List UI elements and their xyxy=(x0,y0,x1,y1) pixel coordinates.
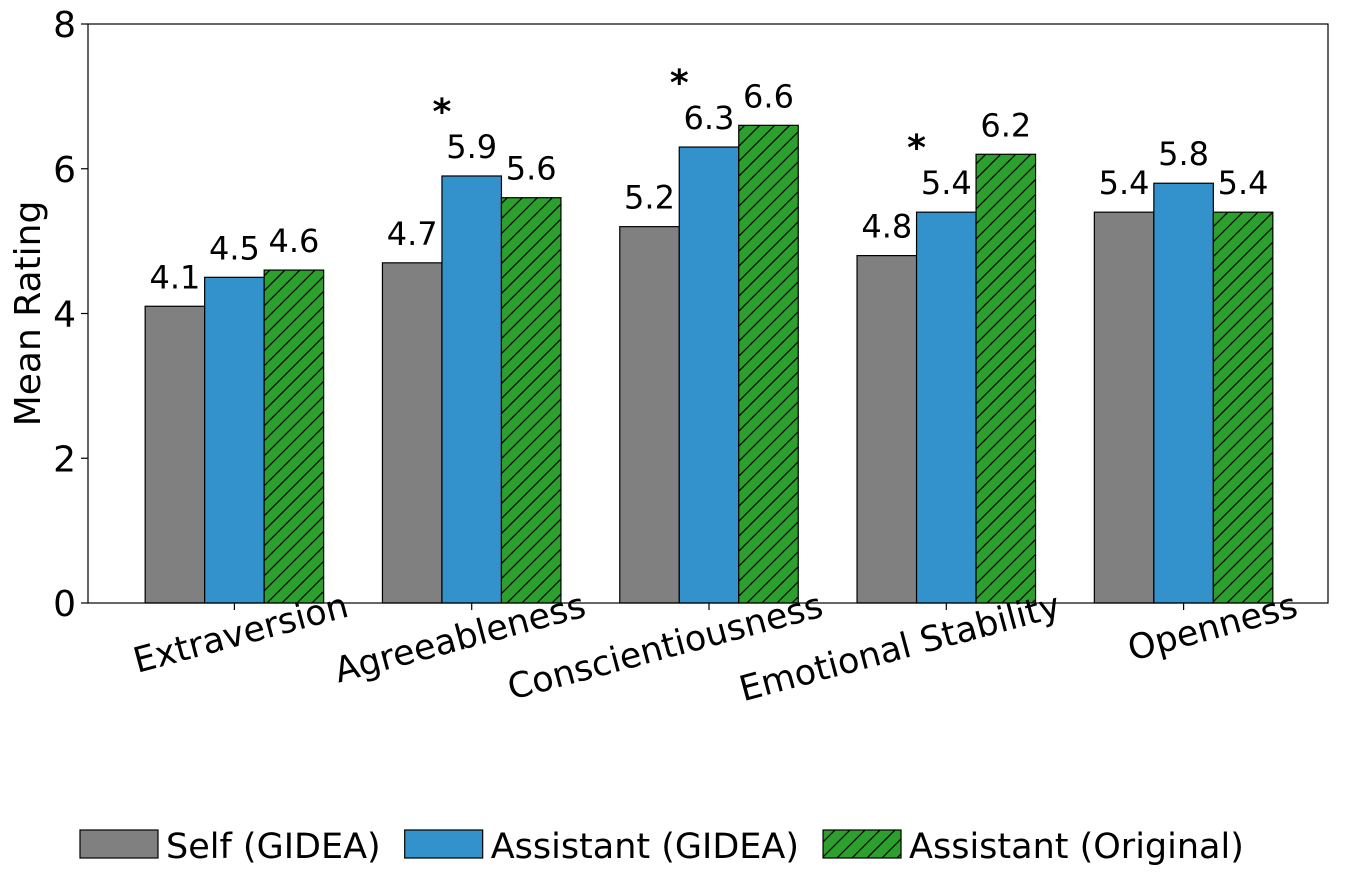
bar-conscientiousness-1 xyxy=(678,146,740,604)
data-label: 5.4 xyxy=(1218,164,1269,202)
significance-marker: * xyxy=(907,128,926,169)
data-label: 5.8 xyxy=(1158,135,1209,173)
data-label: 4.7 xyxy=(387,215,438,253)
legend-swatch xyxy=(822,829,902,859)
legend: Self (GIDEA) Assistant (GIDEA) Assistant (… xyxy=(79,827,1244,867)
legend-swatch xyxy=(404,829,484,859)
legend-label: Assistant (Original) xyxy=(909,827,1244,867)
data-label: 6.2 xyxy=(980,106,1031,144)
bar-extraversion-0 xyxy=(144,305,206,604)
y-tick-label: 4 xyxy=(53,295,76,336)
bar-emotional-stability-0 xyxy=(856,255,918,604)
data-label: 4.5 xyxy=(209,229,260,267)
significance-marker: * xyxy=(433,92,452,133)
bar-conscientiousness-0 xyxy=(619,226,680,604)
significance-marker: * xyxy=(670,63,689,104)
y-axis-label: Mean Rating xyxy=(8,201,49,427)
bar-agreeableness-1 xyxy=(441,175,503,604)
bar-agreeableness-2 xyxy=(500,197,562,604)
bar-openness-1 xyxy=(1153,182,1214,604)
bar-agreeableness-0 xyxy=(381,262,443,604)
bar-extraversion-2 xyxy=(263,269,325,604)
y-tick-label: 0 xyxy=(53,584,76,625)
y-tick-label: 6 xyxy=(53,150,76,191)
data-label: 5.9 xyxy=(446,128,497,166)
legend-label: Self (GIDEA) xyxy=(166,827,381,867)
legend-swatch xyxy=(79,829,159,859)
y-tick-label: 8 xyxy=(53,5,76,46)
bar-emotional-stability-2 xyxy=(975,153,1037,604)
bar-extraversion-1 xyxy=(204,276,265,604)
legend-label: Assistant (GIDEA) xyxy=(491,827,799,867)
plot-area: 4.14.5 4.6Extraversion4.75.9*5.6Agreeable… xyxy=(8,5,1329,710)
data-label: 5.2 xyxy=(624,179,675,217)
bar-emotional-stability-1 xyxy=(915,211,977,604)
data-label: 4.8 xyxy=(861,208,912,246)
data-label: 5.4 xyxy=(921,164,972,202)
y-tick-label: 2 xyxy=(53,439,76,480)
data-label: 6.6 xyxy=(743,77,794,115)
bar-openness-0 xyxy=(1093,211,1155,604)
bar-openness-2 xyxy=(1212,211,1274,604)
data-label: 5.6 xyxy=(506,150,557,188)
data-label: 4.6 xyxy=(268,222,319,260)
data-label: 4.1 xyxy=(149,258,200,296)
data-label: 6.3 xyxy=(684,99,735,137)
bar-conscientiousness-2 xyxy=(738,124,799,604)
data-label: 5.4 xyxy=(1099,164,1150,202)
